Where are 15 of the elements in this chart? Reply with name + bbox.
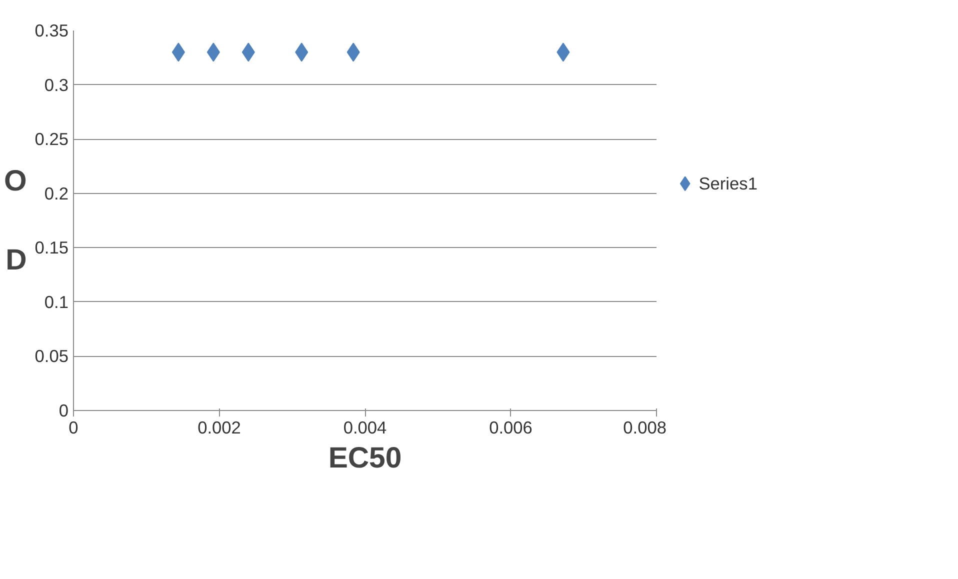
text: OD — [4, 164, 27, 277]
x-tick-label: 0.004 — [343, 418, 388, 438]
x-axis-title: EC50 — [328, 442, 402, 474]
x-tick-label: 0.006 — [489, 418, 532, 438]
y-tick-label: 0.35 — [34, 20, 69, 40]
x-tick-label: 0.008 — [623, 418, 667, 438]
x-tick-label: 0.002 — [198, 418, 241, 438]
y-tick-label: 0.25 — [34, 129, 69, 150]
y-tick-label: 0.1 — [44, 292, 69, 312]
y-tick-label: 0.15 — [34, 238, 69, 258]
y-tick-label: 0.05 — [34, 346, 69, 366]
y-tick-label: 0.2 — [44, 183, 69, 204]
legend-label: Series1 — [698, 174, 758, 194]
y-tick-label: 0.3 — [44, 74, 69, 95]
y-tick-label: 0 — [58, 400, 69, 420]
